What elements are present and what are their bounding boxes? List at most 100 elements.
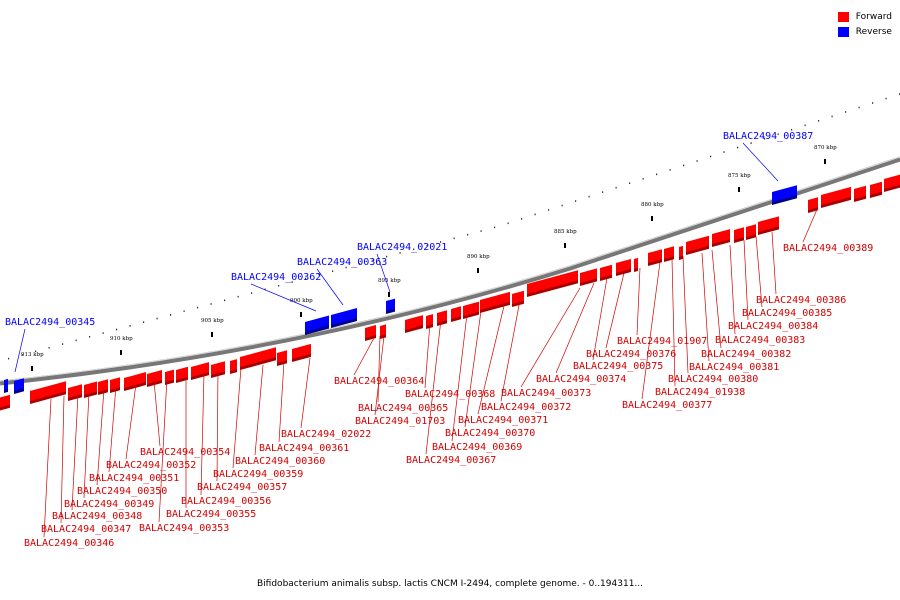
forward-gene-arrow[interactable] <box>870 181 882 198</box>
gene-label-balac2494-00377[interactable]: BALAC2494_00377 <box>622 400 712 411</box>
gene-label-balac2494-02021[interactable]: BALAC2494_02021 <box>357 242 447 253</box>
gene-label-balac2494-00345[interactable]: BALAC2494_00345 <box>5 317 95 328</box>
gene-label-balac2494-00355[interactable]: BALAC2494_00355 <box>166 509 256 520</box>
gene-label-balac2494-00360[interactable]: BALAC2494_00360 <box>235 456 325 467</box>
gene-label-balac2494-00374[interactable]: BALAC2494_00374 <box>536 374 626 385</box>
forward-gene-arrow[interactable] <box>437 310 447 326</box>
legend: Forward Reverse <box>837 9 892 39</box>
forward-gene-arrow[interactable] <box>165 369 174 385</box>
gene-label-balac2494-00364[interactable]: BALAC2494_00364 <box>334 376 424 387</box>
forward-gene-arrow[interactable] <box>634 257 638 272</box>
gene-label-balac2494-00382[interactable]: BALAC2494_00382 <box>701 349 791 360</box>
gene-label-balac2494-00389[interactable]: BALAC2494_00389 <box>783 243 873 254</box>
gene-label-balac2494-00368[interactable]: BALAC2494_00368 <box>405 389 495 400</box>
forward-gene-arrow[interactable] <box>734 227 744 243</box>
gene-label-balac2494-00365[interactable]: BALAC2494_00365 <box>358 403 448 414</box>
gene-label-balac2494-00376[interactable]: BALAC2494_00376 <box>586 349 676 360</box>
forward-gene-arrow[interactable] <box>664 246 674 262</box>
gene-label-balac2494-01907[interactable]: BALAC2494_01907 <box>617 336 707 347</box>
gene-label-balac2494-00373[interactable]: BALAC2494_00373 <box>501 388 591 399</box>
forward-gene-arrow[interactable] <box>84 381 97 398</box>
forward-gene-arrow[interactable] <box>30 381 66 404</box>
gene-label-balac2494-00381[interactable]: BALAC2494_00381 <box>689 362 779 373</box>
forward-gene-arrow[interactable] <box>191 362 209 380</box>
forward-gene-arrow[interactable] <box>746 224 756 240</box>
gene-label-balac2494-00346[interactable]: BALAC2494_00346 <box>24 538 114 549</box>
forward-gene-arrow[interactable] <box>405 315 423 333</box>
reverse-gene-arrow[interactable] <box>331 307 357 328</box>
forward-gene-arrow[interactable] <box>365 325 376 341</box>
gene-label-balac2494-00386[interactable]: BALAC2494_00386 <box>756 295 846 306</box>
gene-label-balac2494-00354[interactable]: BALAC2494_00354 <box>140 447 230 458</box>
forward-gene-arrow[interactable] <box>176 366 188 383</box>
gene-label-balac2494-00359[interactable]: BALAC2494_00359 <box>213 469 303 480</box>
forward-gene-arrow[interactable] <box>98 379 108 395</box>
forward-gene-arrow[interactable] <box>758 216 779 235</box>
gene-label-balac2494-00351[interactable]: BALAC2494_00351 <box>89 473 179 484</box>
scale-tick <box>651 216 653 221</box>
gene-body <box>758 216 779 232</box>
gene-label-balac2494-00387[interactable]: BALAC2494_00387 <box>723 131 813 142</box>
forward-gene-arrow[interactable] <box>124 372 146 391</box>
forward-gene-arrow[interactable] <box>110 377 120 393</box>
forward-gene-arrow[interactable] <box>0 394 10 411</box>
gene-label-balac2494-00371[interactable]: BALAC2494_00371 <box>458 415 548 426</box>
forward-gene-arrow[interactable] <box>686 235 709 255</box>
minor-tick-dot <box>318 274 320 276</box>
forward-gene-arrow[interactable] <box>451 306 461 322</box>
forward-gene-arrow[interactable] <box>463 301 479 319</box>
forward-gene-arrow[interactable] <box>230 359 237 374</box>
gene-label-balac2494-00356[interactable]: BALAC2494_00356 <box>181 496 271 507</box>
gene-label-balac2494-00352[interactable]: BALAC2494_00352 <box>106 460 196 471</box>
forward-gene-arrow[interactable] <box>426 314 433 329</box>
reverse-gene-arrow[interactable] <box>772 185 797 205</box>
gene-label-balac2494-00361[interactable]: BALAC2494_00361 <box>259 443 349 454</box>
gene-label-balac2494-00367[interactable]: BALAC2494_00367 <box>406 455 496 466</box>
forward-gene-arrow[interactable] <box>854 185 866 202</box>
forward-gene-arrow[interactable] <box>616 258 631 276</box>
forward-gene-arrow[interactable] <box>527 270 578 297</box>
gene-label-balac2494-00372[interactable]: BALAC2494_00372 <box>481 402 571 413</box>
reverse-gene-arrow[interactable] <box>4 378 8 393</box>
gene-label-balac2494-01938[interactable]: BALAC2494_01938 <box>655 387 745 398</box>
forward-gene-arrow[interactable] <box>580 268 597 286</box>
forward-gene-arrow[interactable] <box>648 249 662 266</box>
forward-gene-arrow[interactable] <box>292 343 311 362</box>
forward-gene-arrow[interactable] <box>480 291 510 313</box>
forward-gene-arrow[interactable] <box>712 229 730 247</box>
gene-body <box>884 174 900 189</box>
forward-gene-arrow[interactable] <box>240 347 276 370</box>
gene-label-balac2494-00357[interactable]: BALAC2494_00357 <box>197 482 287 493</box>
forward-gene-arrow[interactable] <box>147 369 162 387</box>
gene-label-balac2494-00380[interactable]: BALAC2494_00380 <box>668 374 758 385</box>
gene-label-balac2494-00363[interactable]: BALAC2494_00363 <box>297 257 387 268</box>
gene-label-balac2494-00349[interactable]: BALAC2494_00349 <box>64 499 154 510</box>
gene-body <box>664 246 674 259</box>
reverse-gene-arrow[interactable] <box>305 315 329 335</box>
reverse-gene-arrow[interactable] <box>14 378 24 394</box>
reverse-gene-arrow[interactable] <box>386 298 395 314</box>
forward-gene-arrow[interactable] <box>277 350 287 366</box>
forward-gene-arrow[interactable] <box>600 264 612 281</box>
gene-label-balac2494-00384[interactable]: BALAC2494_00384 <box>728 321 818 332</box>
forward-gene-arrow[interactable] <box>679 245 683 260</box>
genome-backbone-highlight <box>0 156 900 382</box>
gene-label-balac2494-00350[interactable]: BALAC2494_00350 <box>77 486 167 497</box>
gene-label-balac2494-00348[interactable]: BALAC2494_00348 <box>52 511 142 522</box>
forward-gene-arrow[interactable] <box>68 384 82 401</box>
forward-gene-arrow[interactable] <box>512 290 524 307</box>
gene-label-balac2494-00353[interactable]: BALAC2494_00353 <box>139 523 229 534</box>
forward-gene-arrow[interactable] <box>808 197 818 213</box>
forward-gene-arrow[interactable] <box>380 324 386 339</box>
gene-label-balac2494-01703[interactable]: BALAC2494_01703 <box>355 416 445 427</box>
gene-label-balac2494-02022[interactable]: BALAC2494_02022 <box>281 429 371 440</box>
gene-label-balac2494-00383[interactable]: BALAC2494_00383 <box>715 335 805 346</box>
gene-label-balac2494-00370[interactable]: BALAC2494_00370 <box>445 428 535 439</box>
gene-label-balac2494-00347[interactable]: BALAC2494_00347 <box>41 524 131 535</box>
forward-gene-arrow[interactable] <box>884 173 900 192</box>
gene-label-balac2494-00369[interactable]: BALAC2494_00369 <box>432 442 522 453</box>
gene-label-balac2494-00375[interactable]: BALAC2494_00375 <box>573 361 663 372</box>
gene-label-balac2494-00385[interactable]: BALAC2494_00385 <box>742 308 832 319</box>
forward-gene-arrow[interactable] <box>821 186 851 208</box>
gene-label-balac2494-00362[interactable]: BALAC2494_00362 <box>231 272 321 283</box>
